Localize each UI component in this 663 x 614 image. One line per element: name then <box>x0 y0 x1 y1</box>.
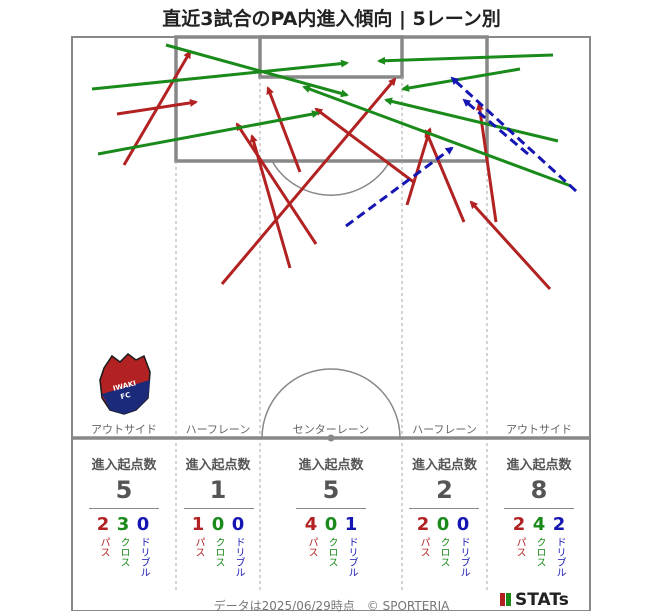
lane-1-pass-count: 1 パス <box>191 514 205 558</box>
center-spot <box>327 434 335 442</box>
lane-label-center: センターレーン <box>292 423 370 436</box>
penalty-area <box>174 35 489 163</box>
lane-0-total: 5 <box>115 476 133 504</box>
lane-2-cross-count: 0 クロス <box>324 514 338 568</box>
lane-2-header: 進入起点数 <box>298 458 364 473</box>
lane-label-halflane-right: ハーフレーン <box>412 423 477 436</box>
brand-logo: STATs <box>500 590 569 610</box>
chart-title: 直近3試合のPA内進入傾向 | 5レーン別 <box>162 8 501 30</box>
lane-4-cross-count: 4 クロス <box>532 514 546 568</box>
lane-label-halflane-left: ハーフレーン <box>185 423 251 436</box>
pass-arrow <box>314 107 416 185</box>
lane-1-header: 進入起点数 <box>185 458 251 473</box>
lane-4-total: 8 <box>530 476 548 504</box>
penalty-arc <box>271 160 391 196</box>
lane-2-total: 5 <box>322 476 340 504</box>
lane-1-divider <box>184 508 254 509</box>
cross-arrow <box>377 53 554 65</box>
lane-2-divider <box>296 508 366 509</box>
pass-arrow <box>469 200 552 291</box>
cross-arrow <box>165 43 349 98</box>
lane-0-pass-count: 2 パス <box>96 514 110 558</box>
lane-4-header: 進入起点数 <box>506 458 572 473</box>
lane-label-outside-right: アウトサイド <box>506 423 572 436</box>
svg-text:FC: FC <box>120 391 132 401</box>
pass-arrow <box>235 122 318 245</box>
lane-3-divider <box>409 508 479 509</box>
cross-arrow <box>97 110 320 156</box>
lane-2-pass-count: 4 パス <box>304 514 318 558</box>
dribble-arrow <box>450 76 578 193</box>
cross-arrow <box>401 67 521 92</box>
pass-arrow <box>405 127 433 206</box>
arrow-layer <box>91 43 578 291</box>
lane-label-outside-left: アウトサイド <box>91 423 157 436</box>
lane-3-cross-count: 0 クロス <box>436 514 450 568</box>
lane-0-divider <box>89 508 159 509</box>
lane-4-divider <box>504 508 574 509</box>
lane-0-dribble-count: 0 ドリブル <box>136 514 150 578</box>
lane-3-dribble-count: 0 ドリブル <box>456 514 470 578</box>
lane-1-dribble-count: 0 ドリブル <box>231 514 245 578</box>
lane-0-cross-count: 3 クロス <box>116 514 130 568</box>
dribble-arrow <box>345 146 454 228</box>
pass-arrow <box>116 98 198 116</box>
cross-arrow <box>91 59 349 91</box>
lane-2-dribble-count: 1 ドリブル <box>344 514 358 578</box>
cross-arrow <box>302 85 572 188</box>
cross-arrow <box>384 97 559 143</box>
brand-text: STATs <box>515 590 569 610</box>
lane-4-pass-count: 2 パス <box>512 514 526 558</box>
data-date-footer: データは2025/06/29時点 © SPORTERIA <box>213 599 450 613</box>
lane-1-cross-count: 0 クロス <box>211 514 225 568</box>
pass-arrow <box>249 134 292 269</box>
lane-3-total: 2 <box>436 476 453 504</box>
lane-4-dribble-count: 2 ドリブル <box>552 514 566 578</box>
pass-arrow <box>266 86 302 173</box>
pass-arrow <box>220 77 397 285</box>
lane-3-header: 進入起点数 <box>411 458 477 473</box>
lane-0-header: 進入起点数 <box>91 458 157 473</box>
goal-area <box>258 35 404 79</box>
pass-arrow <box>424 129 466 223</box>
lane-3-pass-count: 2 パス <box>416 514 430 558</box>
lane-1-total: 1 <box>209 476 227 504</box>
center-circle <box>261 368 401 439</box>
club-crest-logo: IWAKI FC <box>99 353 151 415</box>
